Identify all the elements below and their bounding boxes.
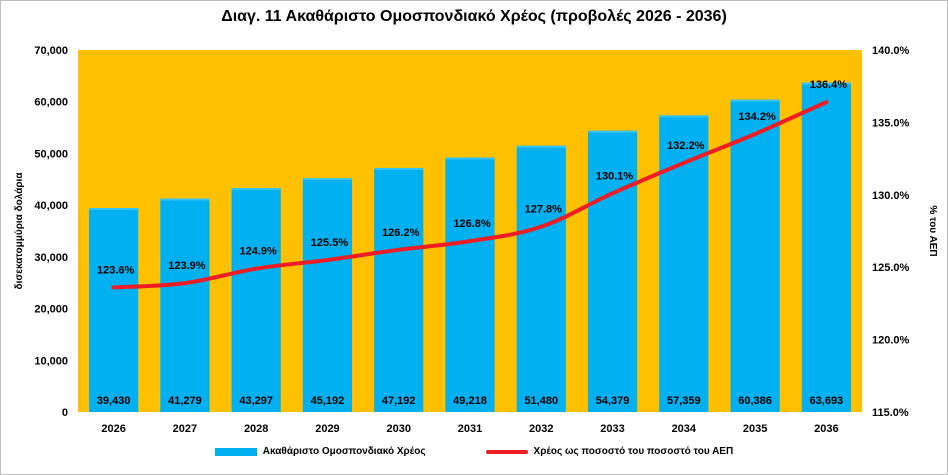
x-tick-label: 2034 (672, 423, 697, 435)
legend-label-debt: Ακαθάριστο Ομοσπονδιακό Χρέος (262, 446, 426, 457)
bar-label-2027: 41,279 (168, 395, 202, 407)
bar-label-2028: 43,297 (239, 395, 273, 407)
line-label-2026: 123.6% (97, 264, 135, 276)
bar-label-2035: 60,386 (738, 395, 772, 407)
line-label-2030: 126.2% (382, 227, 420, 239)
line-label-2031: 126.8% (453, 218, 491, 230)
x-tick-label: 2032 (529, 423, 553, 435)
y2-tick-label: 115.0% (872, 407, 909, 419)
y-tick-label: 0 (62, 407, 68, 419)
line-label-2036: 136.4% (810, 79, 848, 91)
bar-top-highlight (231, 188, 281, 191)
bar-label-2034: 57,359 (667, 395, 701, 407)
bar-top-highlight (730, 99, 780, 102)
bar-top-highlight (801, 82, 851, 85)
line-series (111, 100, 829, 290)
line-label-2028: 124.9% (240, 246, 278, 258)
y2-tick-label: 135.0% (872, 117, 910, 129)
line-label-2034: 132.2% (667, 140, 705, 152)
x-tick-label: 2026 (101, 423, 125, 435)
bar-top-highlight (445, 157, 495, 160)
bar-top-highlight (89, 208, 139, 211)
line-label-2033: 130.1% (596, 170, 634, 182)
y-tick-label: 10,000 (34, 355, 68, 367)
bar-label-2036: 63,693 (810, 395, 844, 407)
bar-2031 (445, 157, 495, 412)
legend: Ακαθάριστο Ομοσπονδιακό Χρέος Χρέος ως π… (0, 446, 948, 457)
bar-top-highlight (659, 115, 709, 118)
bar-2032 (516, 145, 566, 413)
y-tick-label: 30,000 (34, 252, 68, 264)
bar-label-2032: 51,480 (524, 395, 558, 407)
bar-2030 (374, 167, 424, 412)
legend-swatch-bar (214, 447, 257, 456)
bar-2035 (730, 99, 780, 413)
y-tick-label: 40,000 (34, 200, 68, 212)
y-axis-left: 0 10,000 20,000 30,000 40,000 50,000 60,000 70,… (34, 45, 68, 419)
x-tick-label: 2027 (173, 423, 197, 435)
bar-top-highlight (302, 178, 353, 181)
bar-top-highlight (587, 130, 638, 133)
bar-top-highlight (160, 198, 210, 201)
y2-tick-label: 125.0% (872, 262, 910, 274)
y-tick-label: 60,000 (34, 97, 68, 109)
x-tick-label: 2031 (458, 423, 482, 435)
x-tick-label: 2033 (600, 423, 624, 435)
bar-2027 (160, 198, 210, 412)
line-label-2027: 123.9% (168, 260, 206, 272)
x-axis: 2026 2027 2028 2029 2030 2031 2032 2033 2034 2035… (101, 423, 838, 435)
y-tick-label: 70,000 (34, 45, 68, 57)
bar-series (89, 82, 851, 413)
x-tick-label: 2029 (315, 423, 339, 435)
y2-tick-label: 130.0% (872, 190, 910, 202)
y-tick-label: 50,000 (34, 148, 68, 160)
bar-2034 (659, 115, 709, 412)
legend-item-debt: Ακαθάριστο Ομοσπονδιακό Χρέος (214, 446, 426, 457)
y2-axis-label: % του ΑΕΠ (927, 205, 938, 256)
y2-tick-label: 140.0% (872, 45, 910, 57)
x-tick-label: 2035 (743, 423, 767, 435)
bar-2036 (801, 82, 851, 412)
bar-2026 (89, 208, 139, 412)
bar-label-2030: 47,192 (382, 395, 416, 407)
y-axis-right: 115.0% 120.0% 125.0% 130.0% 135.0% 140.0% (872, 45, 910, 419)
bar-value-labels: 39,430 41,279 43,297 45,192 47,192 49,218 51,4… (97, 395, 843, 407)
y-tick-label: 20,000 (34, 304, 68, 316)
bar-2029 (302, 178, 353, 412)
legend-label-gdp-ratio: Χρέος ως ποσοστό του ποσοστό του ΑΕΠ (533, 446, 734, 457)
legend-swatch-line (485, 449, 528, 454)
line-label-2032: 127.8% (525, 204, 563, 216)
y-axis-label: δισεκατομμύρια δολάρια (14, 172, 25, 290)
bar-top-highlight (374, 167, 424, 170)
bar-label-2029: 45,192 (311, 395, 345, 407)
x-tick-label: 2036 (814, 423, 838, 435)
y2-tick-label: 120.0% (872, 335, 910, 347)
bar-label-2033: 54,379 (596, 395, 630, 407)
chart-title: Διαγ. 11 Ακαθάριστο Ομοσπονδιακό Χρέος (… (221, 8, 727, 25)
legend-item-gdp-ratio: Χρέος ως ποσοστό του ποσοστό του ΑΕΠ (485, 446, 734, 457)
bar-label-2026: 39,430 (97, 395, 131, 407)
bar-2033 (587, 130, 638, 412)
line-label-2035: 134.2% (738, 111, 776, 123)
bar-2028 (231, 188, 281, 412)
x-tick-label: 2030 (386, 423, 410, 435)
line-label-2029: 125.5% (311, 237, 349, 249)
x-tick-label: 2028 (244, 423, 268, 435)
bar-top-highlight (516, 145, 566, 148)
line-value-labels: 123.6% 123.9% 124.9% 125.5% 126.2% 126.8% 127.… (97, 79, 847, 276)
bar-label-2031: 49,218 (453, 395, 487, 407)
